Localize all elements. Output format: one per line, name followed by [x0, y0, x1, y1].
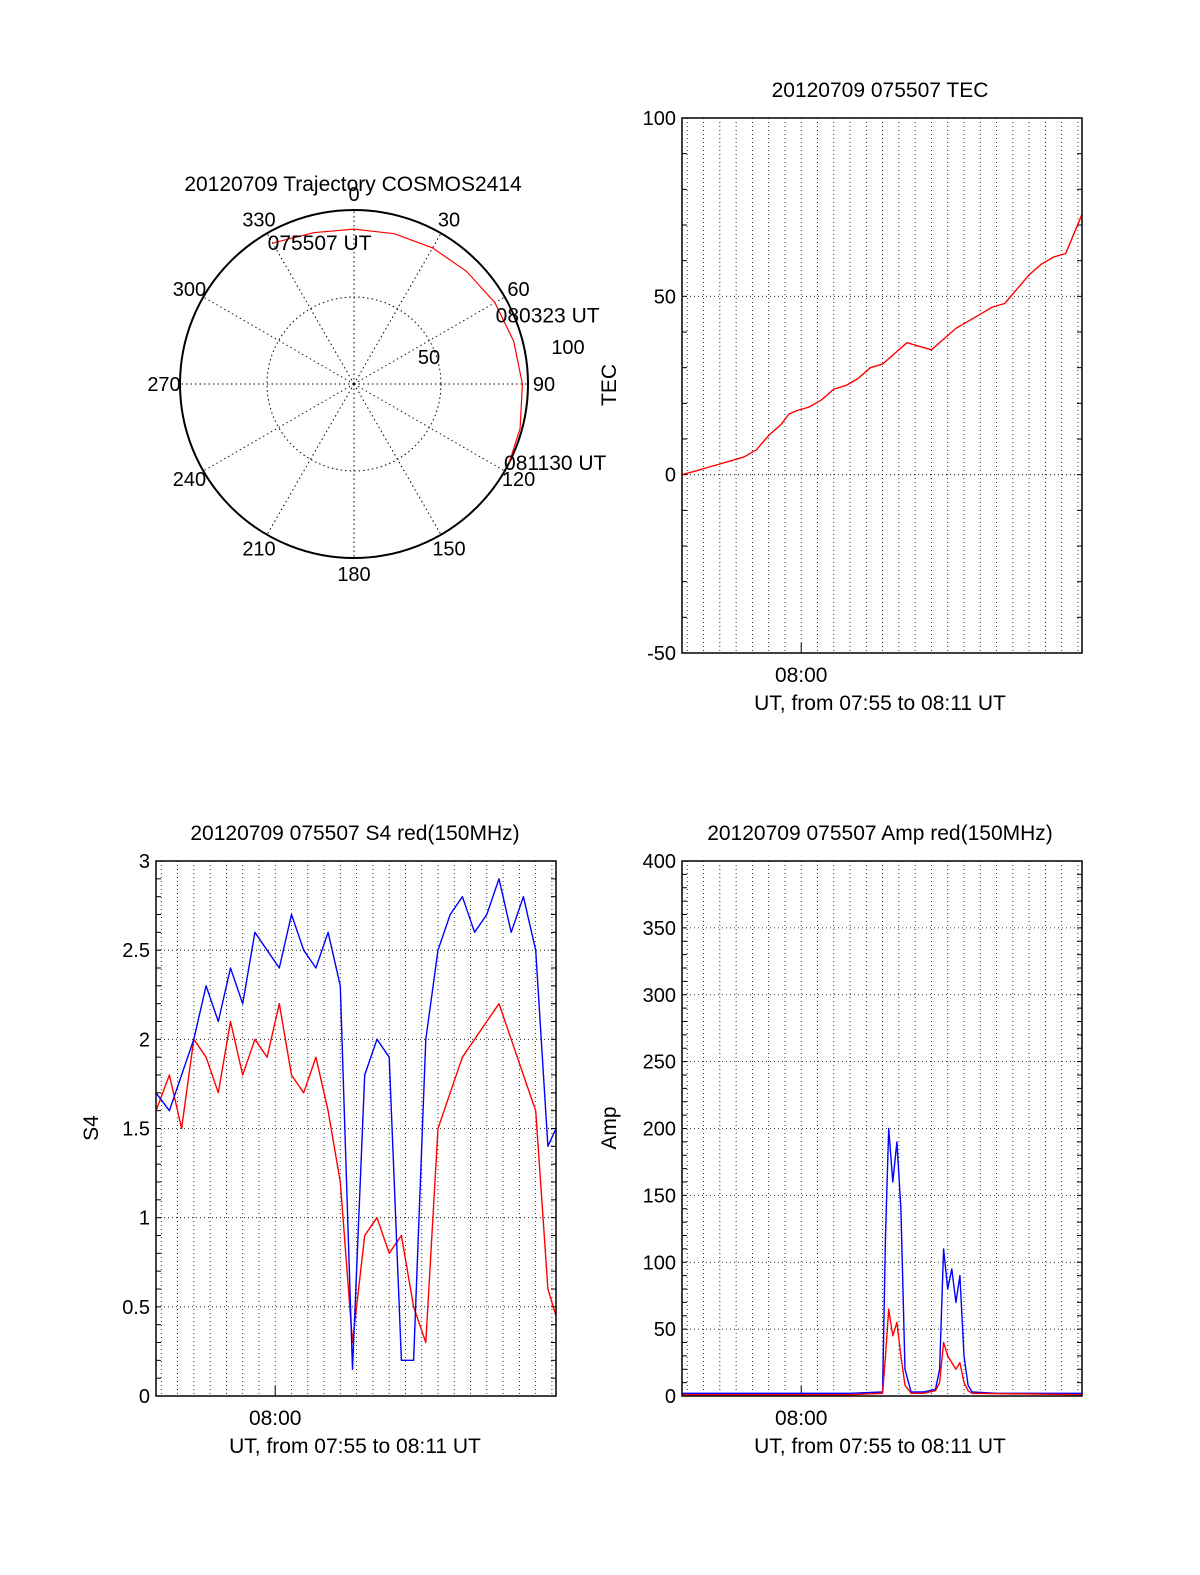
tec-plot-area: -50 0 50 100 08:00	[643, 108, 1083, 687]
amp-ytick-label: 350	[643, 918, 676, 940]
s4-ylabel: S4	[80, 1115, 103, 1141]
s4-ytick-label: 1.5	[122, 1119, 150, 1141]
polar-spoke	[353, 383, 505, 472]
tec-ytick-label: 100	[643, 108, 676, 130]
s4-chart: 20120709 075507 S4 red(150MHz) UT, from …	[80, 822, 557, 1458]
s4-axes-frame	[155, 860, 557, 1397]
polar-spoke	[266, 383, 355, 535]
polar-angle-labels: 0 30 60 90 120 150 180 210 240 270 300 330	[147, 184, 555, 586]
polar-spoke	[266, 233, 355, 385]
polar-title: 20120709 Trajectory COSMOS2414	[184, 173, 522, 196]
s4-ytick-label: 1	[139, 1208, 150, 1230]
s4-xlabel: UT, from 07:55 to 08:11 UT	[229, 1435, 481, 1458]
s4-plot-area: 0 0.5 1 1.5 2 2.5 3 08:00	[122, 851, 557, 1430]
tec-title: 20120709 075507 TEC	[772, 79, 989, 102]
s4-xtick-label: 08:00	[249, 1407, 302, 1430]
amp-xlabel: UT, from 07:55 to 08:11 UT	[754, 1435, 1006, 1458]
tec-series-line	[681, 214, 1083, 476]
polar-radial-label: 100	[551, 337, 584, 359]
polar-angle-label: 300	[173, 279, 206, 301]
amp-axes-frame	[681, 860, 1083, 1397]
amp-chart: 20120709 075507 Amp red(150MHz) UT, from…	[598, 822, 1083, 1458]
polar-outer-circle	[179, 209, 529, 559]
amp-ytick-label: 50	[654, 1319, 676, 1341]
tec-ytick-label: -50	[647, 643, 676, 665]
amp-ytick-label: 0	[665, 1386, 676, 1408]
polar-angle-label: 210	[242, 539, 275, 561]
polar-time-annotation: 080323 UT	[496, 305, 600, 328]
s4-ytick-label: 2	[139, 1029, 150, 1051]
polar-angle-label: 90	[533, 374, 555, 396]
polar-grid	[179, 209, 529, 559]
amp-ytick-label: 400	[643, 851, 676, 873]
amp-ylabel: Amp	[598, 1106, 621, 1149]
polar-angle-label: 30	[438, 209, 460, 231]
polar-trajectory-line	[272, 228, 524, 464]
tec-xlabel: UT, from 07:55 to 08:11 UT	[754, 692, 1006, 715]
polar-trajectory-chart: 20120709 Trajectory COSMOS2414 0 30 60 90 12…	[147, 173, 606, 586]
amp-series-line	[682, 1127, 1082, 1394]
s4-ytick-label: 0	[139, 1386, 150, 1408]
polar-spoke	[203, 383, 355, 472]
polar-spoke	[353, 296, 505, 385]
polar-spoke	[353, 233, 442, 385]
s4-ytick-label: 0.5	[122, 1297, 150, 1319]
polar-angle-label: 60	[507, 279, 529, 301]
polar-radial-labels: 50 100	[418, 337, 585, 369]
tec-ytick-label: 50	[654, 286, 676, 308]
amp-title: 20120709 075507 Amp red(150MHz)	[707, 822, 1053, 845]
polar-angle-label: 150	[432, 539, 465, 561]
polar-spoke	[203, 296, 355, 385]
tec-axes-frame	[681, 117, 1083, 654]
polar-time-annotation: 081130 UT	[504, 452, 607, 475]
polar-angle-label: 240	[173, 469, 206, 491]
amp-ytick-label: 300	[643, 985, 676, 1007]
tec-xtick-label: 08:00	[775, 664, 828, 687]
s4-title: 20120709 075507 S4 red(150MHz)	[190, 822, 519, 845]
s4-ytick-label: 2.5	[122, 940, 150, 962]
amp-plot-area: 0 50 100 150 200 250 300 350 400 08:00	[643, 851, 1083, 1430]
amp-ytick-label: 150	[643, 1185, 676, 1207]
amp-ytick-label: 100	[643, 1252, 676, 1274]
tec-chart: 20120709 075507 TEC UT, from 07:55 to 08…	[598, 79, 1083, 715]
amp-series-line	[682, 1308, 1083, 1396]
polar-time-annotation: 075507 UT	[268, 232, 372, 255]
amp-xtick-label: 08:00	[775, 1407, 828, 1430]
polar-spoke	[353, 383, 442, 535]
polar-angle-label: 270	[147, 374, 180, 396]
polar-angle-label: 330	[242, 209, 275, 231]
s4-series-line	[155, 1003, 557, 1344]
s4-series-line	[155, 878, 557, 1370]
polar-angle-label: 180	[337, 564, 370, 586]
tec-ytick-label: 0	[665, 465, 676, 487]
amp-ytick-label: 250	[643, 1052, 676, 1074]
amp-ytick-label: 200	[643, 1119, 676, 1141]
polar-radial-label: 50	[418, 347, 440, 369]
polar-angle-label: 120	[502, 469, 535, 491]
polar-annotations: 075507 UT 080323 UT 081130 UT	[268, 232, 607, 475]
s4-ytick-label: 3	[139, 851, 150, 873]
polar-trajectory-trace	[272, 228, 524, 464]
polar-angle-label: 0	[348, 184, 359, 206]
tec-ylabel: TEC	[598, 364, 621, 406]
